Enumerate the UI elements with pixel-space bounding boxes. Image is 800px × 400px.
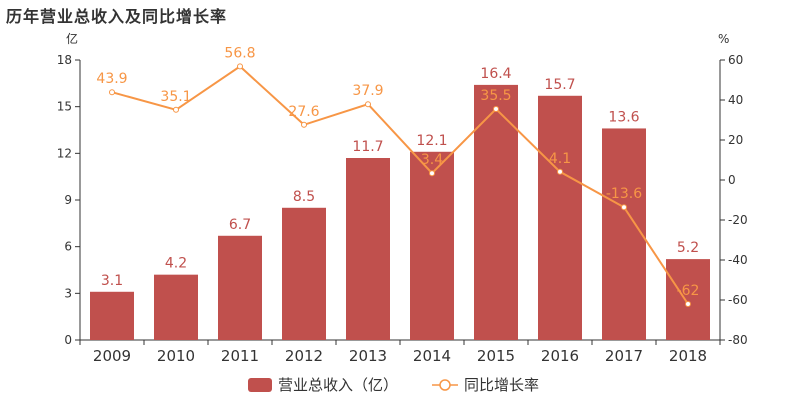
line-point [685, 301, 691, 307]
legend-bar-label: 营业总收入（亿） [278, 376, 398, 394]
right-tick-label: -20 [728, 213, 748, 227]
bar [602, 128, 646, 340]
left-tick-label: 18 [57, 53, 72, 67]
bar-label: 13.6 [608, 109, 639, 125]
line-label: 35.5 [480, 88, 511, 104]
left-tick-label: 6 [64, 240, 72, 254]
growth-line [111, 65, 689, 305]
bar [346, 158, 390, 340]
x-tick-label: 2012 [285, 347, 323, 365]
x-tick-label: 2010 [157, 347, 195, 365]
left-axis-unit: 亿 [66, 31, 78, 46]
bar-label: 6.7 [229, 217, 251, 233]
line-label: 43.9 [96, 71, 127, 87]
line-label: 27.6 [288, 104, 319, 120]
bar [282, 207, 326, 340]
legend-line-marker [439, 379, 451, 391]
line-point [493, 106, 499, 112]
line-point [109, 89, 115, 96]
right-tick-label: 20 [728, 133, 743, 147]
line-point [237, 63, 243, 70]
right-tick-label: 0 [728, 173, 736, 187]
x-tick-label: 2016 [541, 347, 579, 365]
line-point [621, 204, 627, 211]
x-tick-label: 2015 [477, 347, 515, 365]
left-tick-label: 15 [57, 100, 72, 114]
line-label: 35.1 [160, 89, 191, 105]
chart-title: 历年营业总收入及同比增长率 [6, 7, 228, 26]
bar-label: 16.4 [480, 66, 511, 82]
x-tick-label: 2014 [413, 347, 451, 365]
bar-label: 15.7 [544, 77, 575, 93]
line-label: -13.6 [606, 186, 642, 202]
x-tick-label: 2011 [221, 347, 259, 365]
x-tick-label: 2018 [669, 347, 707, 365]
right-axis-unit: % [718, 32, 729, 46]
right-tick-label: -60 [728, 293, 748, 307]
left-tick-label: 9 [64, 193, 72, 207]
line-point [429, 170, 435, 177]
bar-label: 3.1 [101, 273, 123, 289]
legend-bar-swatch [248, 378, 272, 392]
bar-label: 11.7 [352, 139, 383, 155]
line-point [365, 101, 371, 108]
line-label: 37.9 [352, 83, 383, 99]
x-tick-label: 2009 [93, 347, 131, 365]
bar [218, 235, 262, 340]
line-point [173, 106, 179, 113]
x-tick-label: 2013 [349, 347, 387, 365]
left-tick-label: 0 [64, 333, 72, 347]
bar [90, 291, 134, 340]
bar [410, 151, 454, 340]
line-point [301, 121, 307, 128]
bar-label: 8.5 [293, 189, 315, 205]
line-label: 4.1 [549, 151, 571, 167]
line-point [557, 168, 563, 175]
bar-label: 5.2 [677, 240, 699, 256]
line-label: 3.4 [421, 152, 443, 168]
line-label: 56.8 [224, 45, 255, 61]
right-tick-label: -80 [728, 333, 748, 347]
legend-line-label: 同比增长率 [464, 376, 539, 394]
right-tick-label: 60 [728, 53, 743, 67]
bar [538, 95, 582, 341]
bar-label: 4.2 [165, 256, 187, 272]
bar-label: 12.1 [416, 133, 447, 149]
right-tick-label: -40 [728, 253, 748, 267]
x-tick-label: 2017 [605, 347, 643, 365]
right-tick-label: 40 [728, 93, 743, 107]
left-tick-label: 12 [57, 146, 72, 160]
left-tick-label: 3 [64, 286, 72, 300]
line-label: -62 [677, 283, 700, 299]
bar [666, 259, 710, 340]
bar [474, 84, 518, 340]
bar [154, 274, 198, 340]
